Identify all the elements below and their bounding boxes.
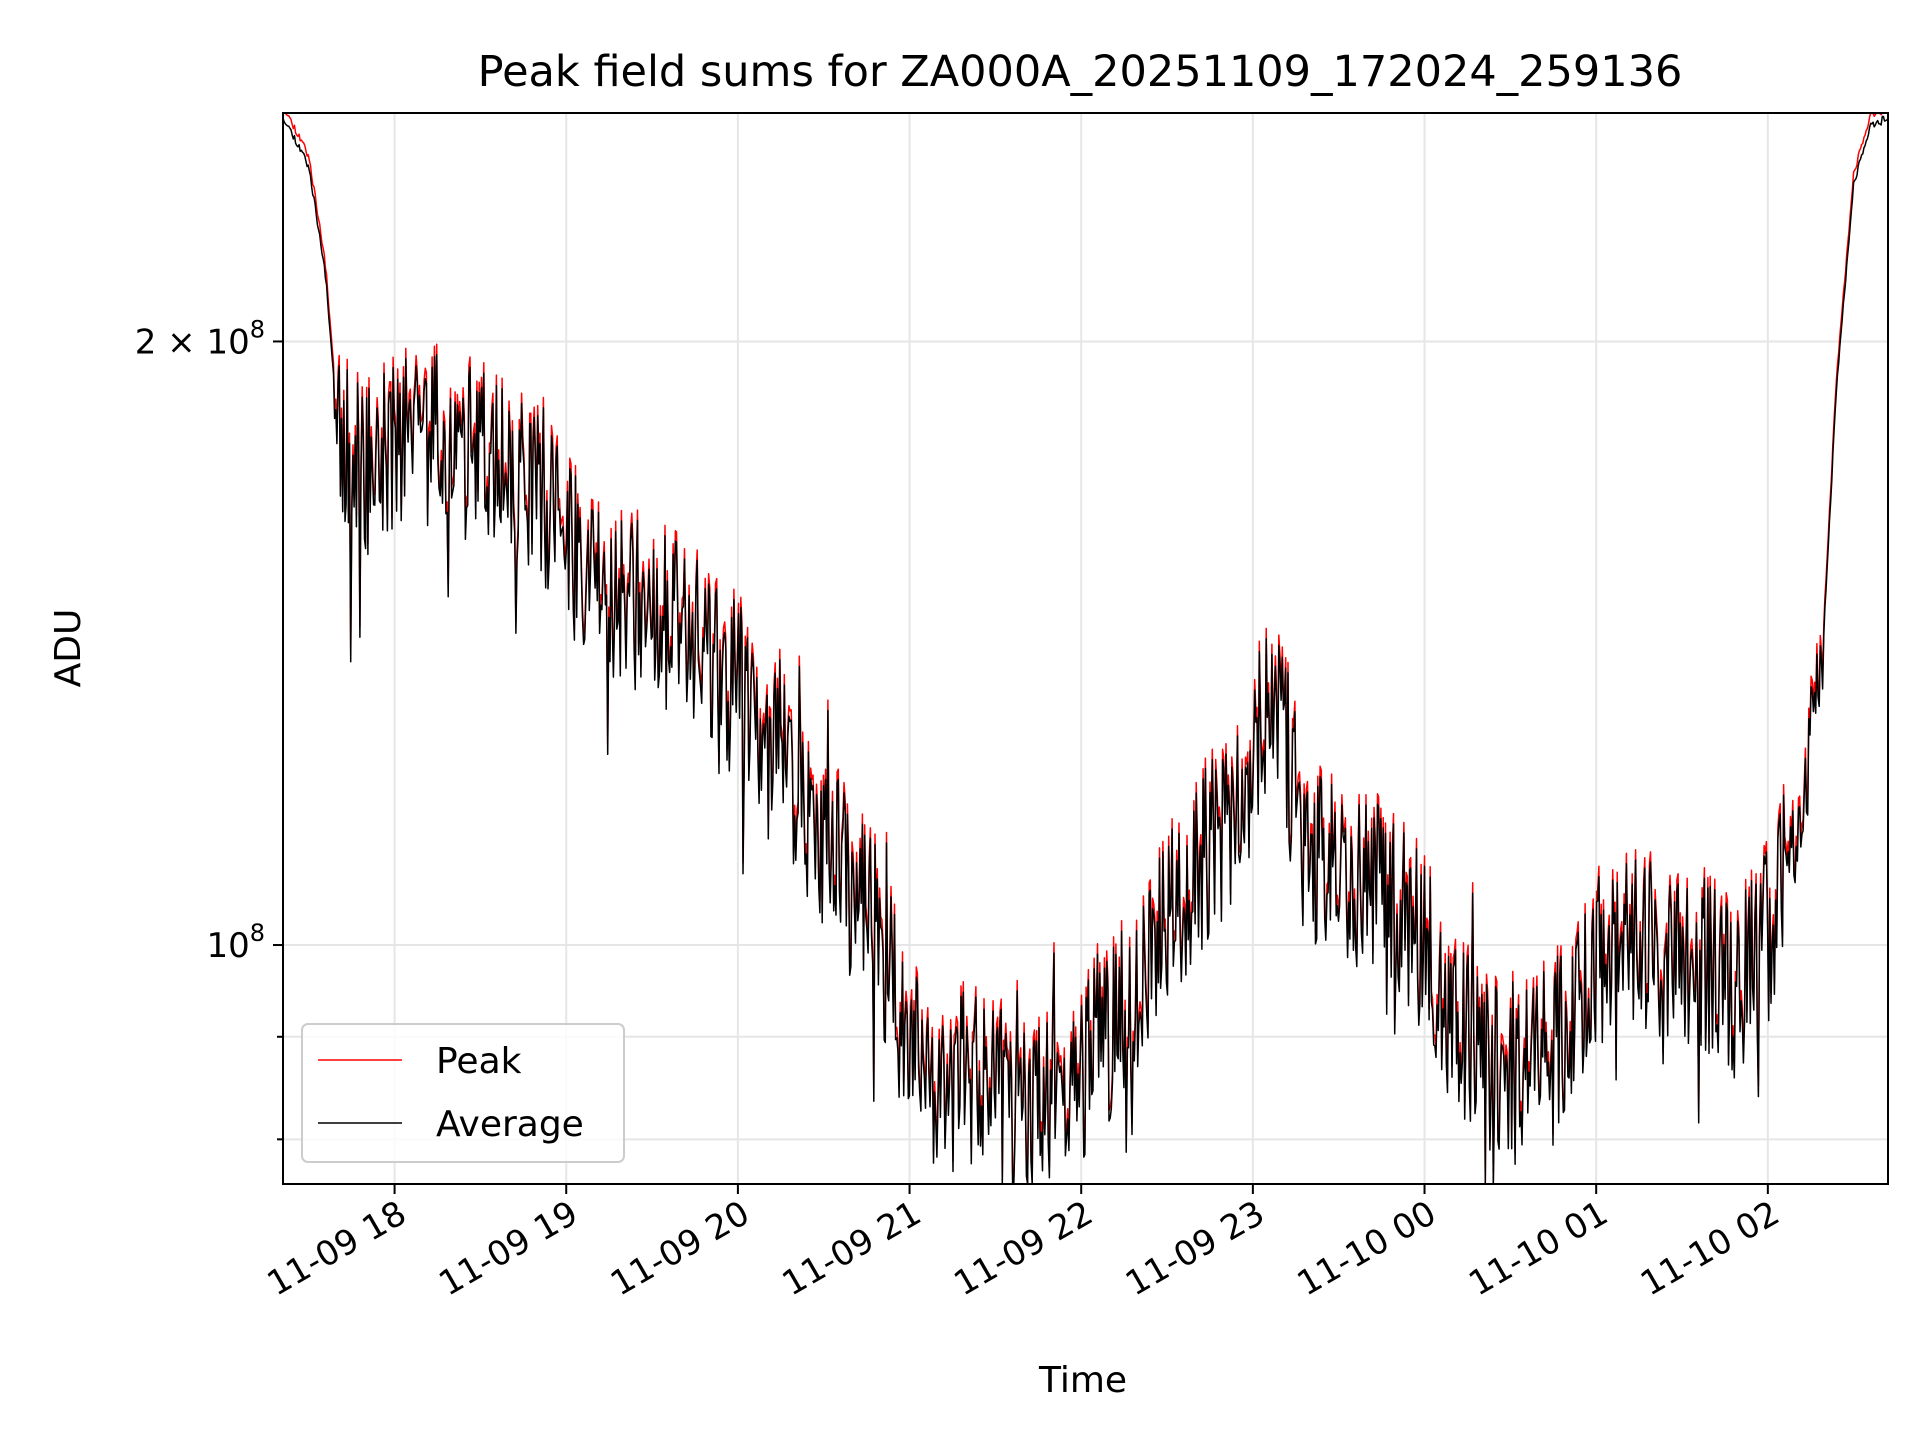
plot-area — [282, 112, 1889, 1185]
y-axis-ticks: 108 2 × 108 — [135, 315, 283, 1141]
y-axis-label: ADU — [48, 609, 89, 688]
series-layer — [282, 112, 1889, 1185]
y-tick-label: 108 — [206, 919, 265, 966]
legend-box — [301, 1023, 625, 1163]
legend-peak-label: Peak — [436, 1041, 522, 1082]
chart-title: Peak field sums for ZA000A_20251109_1720… — [478, 47, 1683, 97]
legend-average-label: Average — [436, 1104, 584, 1145]
legend: Peak Average — [301, 1023, 625, 1163]
y-tick-label: 2 × 108 — [135, 315, 265, 362]
series-average-line — [282, 115, 1889, 1185]
x-axis-label: Time — [1038, 1360, 1127, 1401]
